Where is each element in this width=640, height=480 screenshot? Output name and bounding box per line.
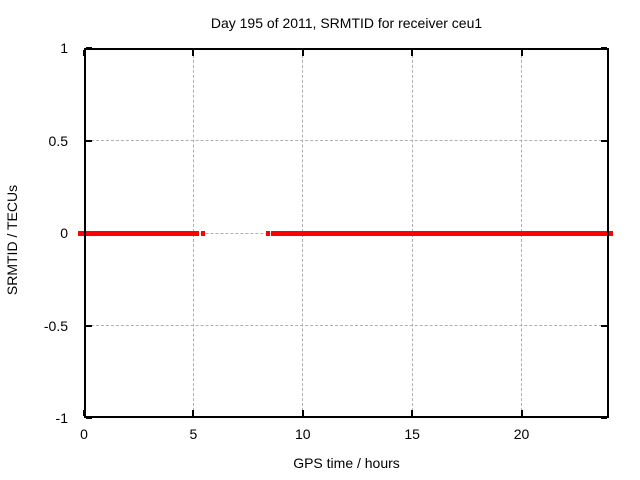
x-tick-top-0 [83, 50, 85, 56]
y-tick-label-0.5: 0.5 [48, 132, 68, 149]
x-tick-bottom-5 [192, 410, 195, 416]
series-SRMTID-segment-1 [201, 230, 205, 236]
y-tick-right-0.5 [601, 139, 607, 142]
x-tick-top-5 [192, 50, 195, 56]
y-tick-left--0.5 [86, 324, 92, 327]
x-tick-top-10 [301, 50, 304, 56]
x-tick-bottom-15 [411, 410, 414, 416]
x-tick-top-15 [411, 50, 414, 56]
y-tick-label-0: 0 [60, 225, 68, 241]
x-tick-label-15: 15 [404, 426, 420, 442]
x-tick-label-5: 5 [189, 426, 198, 442]
y-tick-label-1: 1 [60, 40, 68, 56]
y-tick-left--1 [86, 417, 92, 419]
series-SRMTID-segment-0 [78, 230, 200, 236]
y-tick-label--1: -1 [55, 410, 68, 426]
y-tick-left-1 [86, 47, 92, 49]
x-axis-label: GPS time / hours [293, 455, 400, 471]
series-SRMTID-segment-3 [271, 230, 613, 236]
x-tick-bottom-0 [83, 410, 85, 416]
x-tick-label-20: 20 [513, 426, 530, 442]
gridline-y--0.5 [86, 325, 607, 326]
y-tick-label--0.5: -0.5 [43, 317, 68, 334]
y-tick-left-0.5 [86, 139, 92, 142]
gridline-y-0.5 [86, 140, 607, 141]
y-tick-right--0.5 [601, 324, 607, 327]
series-SRMTID-segment-2 [266, 230, 270, 236]
x-tick-bottom-10 [301, 410, 304, 416]
chart-title: Day 195 of 2011, SRMTID for receiver ceu… [210, 15, 483, 31]
x-tick-label-10: 10 [294, 426, 311, 442]
x-tick-bottom-20 [520, 410, 523, 416]
y-tick-right--1 [601, 417, 607, 419]
y-tick-right-1 [601, 47, 607, 49]
x-tick-label-0: 0 [80, 426, 88, 442]
x-tick-top-20 [520, 50, 523, 56]
